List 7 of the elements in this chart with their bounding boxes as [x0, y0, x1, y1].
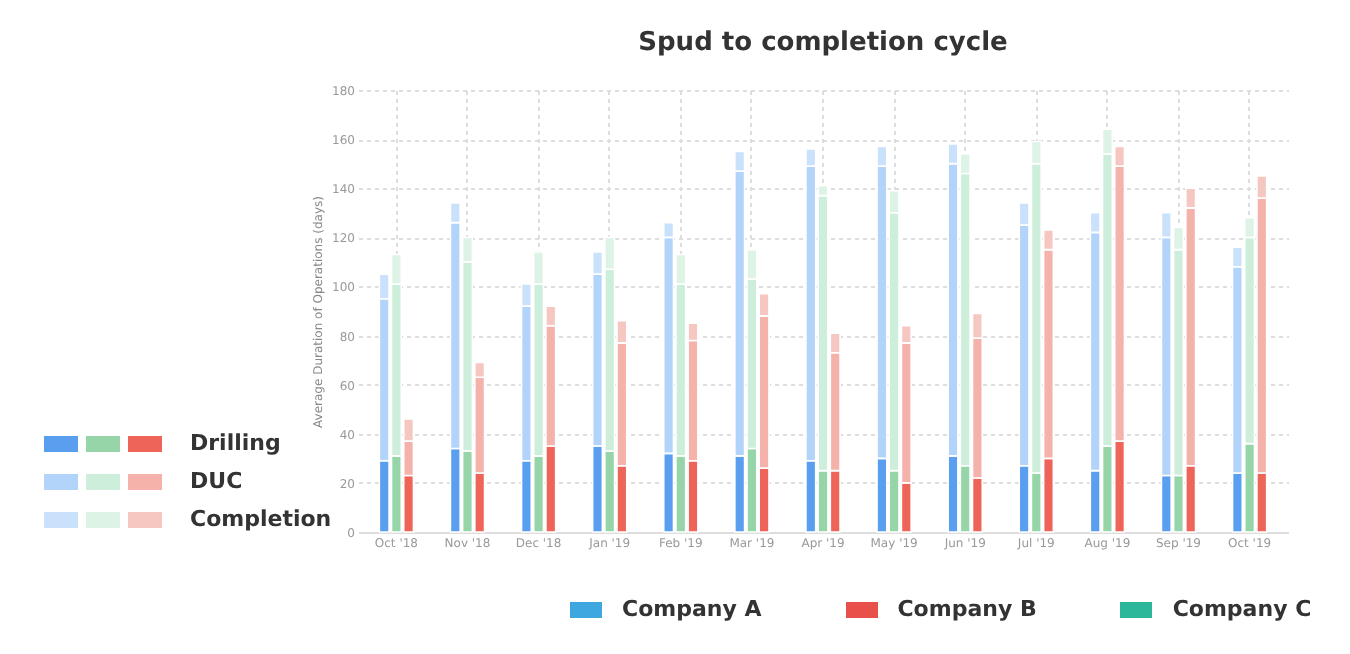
legend-label: Company B: [897, 596, 1037, 622]
legend-label: DUC: [190, 468, 243, 494]
legend-label: Drilling: [190, 430, 281, 456]
legend-label: Company C: [1172, 596, 1312, 622]
legend-label: Completion: [190, 506, 332, 532]
legend-label: Company A: [622, 596, 762, 622]
chart-title: Spud to completion cycle: [638, 28, 1009, 58]
